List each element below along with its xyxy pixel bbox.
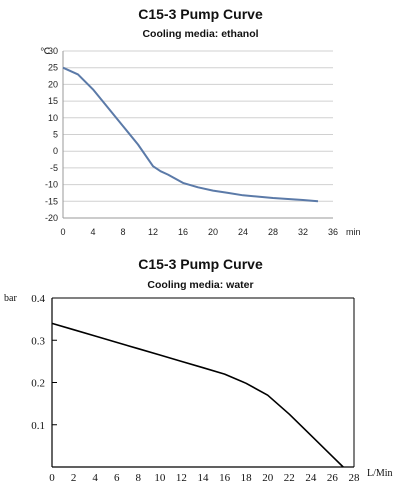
chart1-title: C15-3 Pump Curve xyxy=(138,6,263,22)
chart1-x-tick-label: 12 xyxy=(148,227,158,237)
chart1-y-tick-label: 10 xyxy=(48,113,58,123)
chart2-x-tick-label: 16 xyxy=(219,472,231,484)
chart2-y-tick-label: 0.1 xyxy=(31,420,45,432)
chart1-x-tick-label: 24 xyxy=(238,227,248,237)
chart2-x-unit: L/Min xyxy=(367,468,393,479)
chart2-x-tick-label: 20 xyxy=(262,472,274,484)
chart2-x-tick-label: 14 xyxy=(198,472,210,484)
chart2-x-tick-label: 12 xyxy=(176,472,187,484)
chart1-y-tick-label: -15 xyxy=(45,196,58,206)
chart1-x-tick-label: 0 xyxy=(60,227,65,237)
chart2-x-tick-label: 4 xyxy=(92,472,98,484)
chart1-y-tick-label: -20 xyxy=(45,213,58,223)
chart1-y-tick-label: -10 xyxy=(45,180,58,190)
chart1-x-tick-label: 20 xyxy=(208,227,218,237)
chart1-y-tick-label: -5 xyxy=(50,163,58,173)
chart1-x-unit: min xyxy=(346,227,361,237)
chart2-x-tick-label: 26 xyxy=(327,472,339,484)
chart1-y-tick-label: 25 xyxy=(48,63,58,73)
chart2-x-tick-label: 10 xyxy=(154,472,166,484)
chart2-y-tick-label: 0.2 xyxy=(31,378,45,390)
chart1-y-tick-label: 15 xyxy=(48,96,58,106)
chart1-x-tick-label: 8 xyxy=(120,227,125,237)
chart2-x-tick-label: 22 xyxy=(284,472,295,484)
chart1-y-unit: ℃ xyxy=(40,46,50,56)
chart2-y-tick-label: 0.4 xyxy=(31,293,45,305)
chart1-y-tick-label: 0 xyxy=(53,146,58,156)
chart2-x-tick-label: 24 xyxy=(305,472,317,484)
chart1-x-tick-label: 16 xyxy=(178,227,188,237)
chart2-x-tick-label: 8 xyxy=(136,472,142,484)
chart2-y-unit: bar xyxy=(4,293,17,304)
chart1-x-tick-label: 32 xyxy=(298,227,308,237)
chart1-x-tick-label: 36 xyxy=(328,227,338,237)
chart1-x-tick-label: 28 xyxy=(268,227,278,237)
chart2-x-tick-label: 28 xyxy=(349,472,361,484)
chart2-y-tick-label: 0.3 xyxy=(31,335,45,347)
chart1-y-tick-label: 30 xyxy=(48,46,58,56)
chart2-x-tick-label: 6 xyxy=(114,472,120,484)
chart2-x-tick-label: 0 xyxy=(49,472,55,484)
chart2-x-tick-label: 18 xyxy=(241,472,253,484)
chart2-title: C15-3 Pump Curve xyxy=(138,256,263,272)
chart1-series-line xyxy=(62,66,319,203)
chart2-x-tick-label: 2 xyxy=(71,472,77,484)
chart2-series-line xyxy=(51,322,344,468)
chart1-subtitle: Cooling media: ethanol xyxy=(142,28,259,40)
chart1-x-tick-label: 4 xyxy=(90,227,95,237)
chart2-subtitle: Cooling media: water xyxy=(147,279,254,291)
chart1-y-tick-label: 20 xyxy=(48,79,58,89)
chart1-y-tick-label: 5 xyxy=(53,130,58,140)
